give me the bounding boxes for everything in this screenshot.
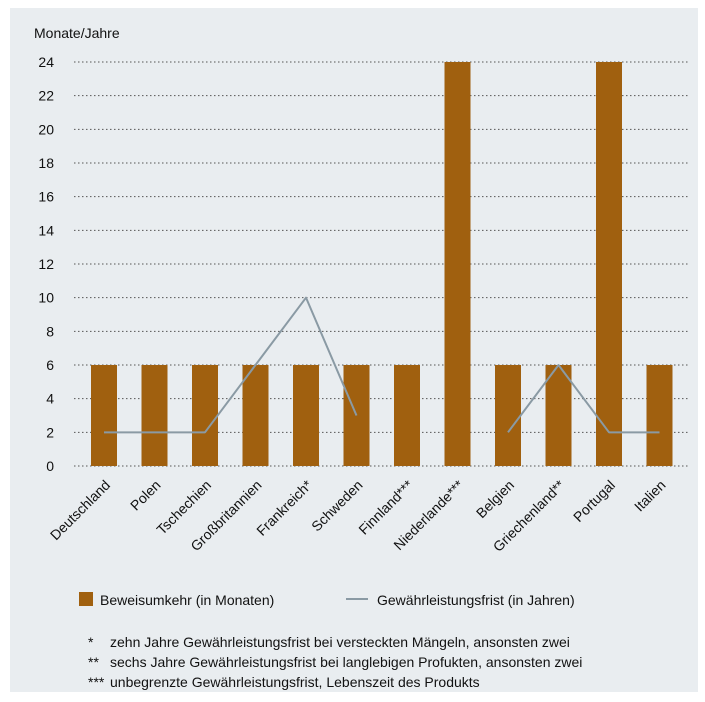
bar (141, 365, 168, 466)
footnotes: * zehn Jahre Gewährleistungsfrist bei ve… (88, 632, 582, 692)
x-tick-label: Italien (631, 477, 669, 515)
line-segment (507, 364, 660, 434)
bar (596, 62, 622, 466)
footnote: * zehn Jahre Gewährleistungsfrist bei ve… (88, 632, 582, 652)
bar (293, 365, 319, 466)
bar (444, 62, 471, 466)
x-tick-label: Deutschland (47, 477, 113, 543)
bar (646, 365, 673, 466)
line-series (103, 296, 660, 434)
footnote-text: unbegrenzte Gewährleistungsfrist, Lebens… (110, 674, 480, 690)
bar (545, 365, 572, 466)
y-tick-label: 10 (38, 290, 54, 306)
footnote-mark: *** (88, 674, 105, 690)
y-tick-label: 22 (38, 88, 54, 104)
y-tick-label: 18 (38, 155, 54, 171)
x-tick-label: Portugal (570, 477, 618, 525)
chart-panel: 0 2 4 6 8 10 12 14 16 18 20 22 24 Monate/Jahre Deuts… (10, 8, 698, 692)
legend: Beweisumkehr (in Monaten) Gewährleistung… (79, 592, 575, 608)
x-tick-label: Frankreich* (253, 476, 315, 538)
line-segment (104, 296, 358, 434)
bar (91, 365, 117, 466)
y-tick-label: 0 (46, 458, 54, 474)
footnote-text: sechs Jahre Gewährleistungsfrist bei lan… (110, 654, 583, 670)
y-tick-label: 14 (38, 222, 54, 238)
legend-bar-label: Beweisumkehr (in Monaten) (100, 592, 274, 608)
x-tick-label: Polen (127, 477, 164, 514)
bar (242, 365, 269, 466)
footnote-mark: ** (88, 654, 99, 670)
footnote: *** unbegrenzte Gewährleistungsfrist, Le… (88, 672, 582, 692)
footnote-text: zehn Jahre Gewährleistungsfrist bei vers… (110, 634, 570, 650)
y-tick-label: 4 (46, 391, 54, 407)
bar (192, 365, 218, 466)
y-tick-label: 6 (46, 357, 54, 373)
bars (91, 62, 673, 466)
y-tick-label: 16 (38, 189, 54, 205)
bar (394, 365, 420, 466)
y-tick-label: 12 (38, 256, 54, 272)
bar (495, 365, 521, 466)
y-tick-label: 24 (38, 54, 54, 70)
y-tick-label: 2 (46, 424, 54, 440)
y-tick-label: 20 (38, 121, 54, 137)
y-tick-label: 8 (46, 323, 54, 339)
x-tick-label: Belgien (473, 477, 517, 521)
x-tick-labels: Deutschland PolenTschechienGroßbritannien… (47, 476, 669, 554)
grid-lines (74, 61, 690, 467)
footnote-mark: * (88, 634, 94, 650)
legend-bar-swatch (79, 592, 93, 606)
legend-line-label: Gewährleistungsfrist (in Jahren) (377, 592, 575, 608)
y-axis-label: Monate/Jahre (34, 25, 120, 41)
footnote: ** sechs Jahre Gewährleistungsfrist bei … (88, 652, 582, 672)
